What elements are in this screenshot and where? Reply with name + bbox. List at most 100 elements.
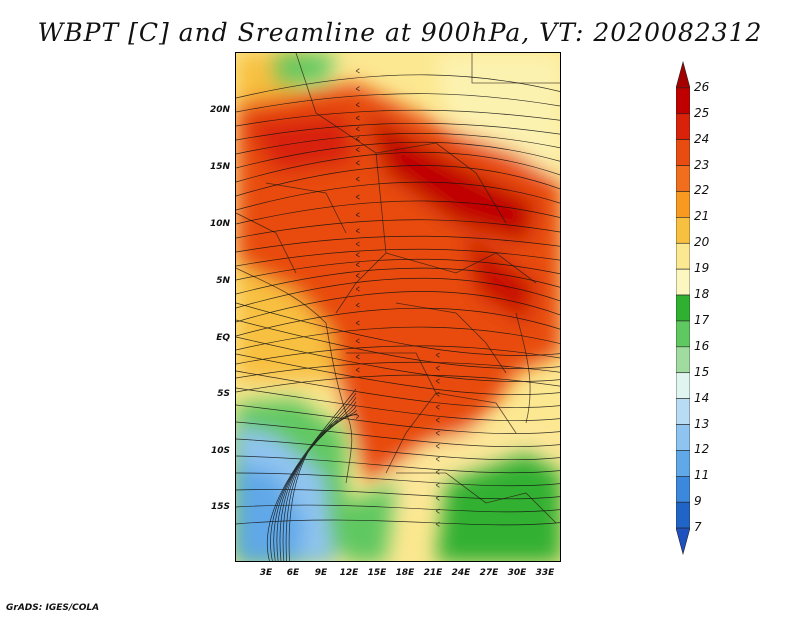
- lon-label-18e: 18E: [395, 568, 415, 578]
- colorbar-segment: [676, 268, 690, 296]
- colorbar-label: 22: [694, 183, 710, 198]
- lon-label-15e: 15E: [367, 568, 387, 578]
- streamline-arrow: [355, 147, 360, 153]
- colorbar-segment: [676, 501, 690, 529]
- streamline: [236, 151, 560, 183]
- streamline: [236, 132, 560, 155]
- streamline: [236, 248, 560, 267]
- lon-label-21e: 21E: [423, 568, 443, 578]
- streamline: [279, 405, 357, 561]
- streamline-arrow: [435, 430, 440, 436]
- grads-credit: GrADS: IGES/COLA: [6, 603, 100, 613]
- lat-label-5n: 5N: [216, 276, 230, 286]
- streamline: [236, 109, 560, 127]
- streamline: [236, 258, 560, 281]
- streamline: [236, 235, 560, 253]
- streamline-arrow: [435, 443, 440, 449]
- colorbar-label: 11: [694, 468, 710, 483]
- streamline-arrow: [435, 521, 440, 527]
- colorbar-segment: [676, 217, 690, 244]
- lon-label-27e: 27E: [479, 568, 499, 578]
- streamline: [236, 302, 560, 356]
- streamline-arrow: [355, 136, 360, 142]
- lat-label-10s: 10S: [210, 446, 230, 456]
- map-title: WBPT [C] and Sreamline at 900hPa, VT: 20…: [37, 18, 763, 47]
- streamline-arrow: [355, 126, 360, 132]
- streamline-arrow: [435, 508, 440, 514]
- streamline-arrow: [355, 228, 360, 234]
- lon-label-33e: 33E: [535, 568, 555, 578]
- streamline: [282, 409, 357, 561]
- lat-label-5s: 5S: [217, 389, 230, 399]
- wbpt-streamline-map: [236, 53, 560, 561]
- colorbar-segment: [676, 191, 690, 218]
- streamline-arrow: [355, 252, 360, 258]
- streamline: [236, 319, 560, 369]
- colorbar-label: 14: [694, 390, 710, 405]
- streamline: [236, 74, 560, 99]
- streamline: [236, 345, 560, 365]
- streamline-arrow: [435, 495, 440, 501]
- streamline: [288, 414, 359, 561]
- colorbar-segment: [676, 294, 690, 322]
- streamline-arrow: [435, 352, 440, 358]
- lon-label-24e: 24E: [451, 568, 471, 578]
- colorbar-segment: [676, 320, 690, 348]
- streamline: [236, 181, 560, 211]
- streamline: [236, 219, 560, 239]
- colorbar-segment: [676, 242, 690, 270]
- streamline: [236, 277, 560, 309]
- streamline: [236, 122, 560, 141]
- colorbar-segment: [676, 60, 690, 89]
- streamline-arrow: [355, 302, 360, 308]
- streamline: [236, 141, 560, 169]
- colorbar-label: 13: [694, 416, 710, 431]
- colorbar-segment: [676, 87, 690, 115]
- streamline-arrow: [355, 338, 360, 344]
- colorbar-segment: [676, 346, 690, 374]
- colorbar-label: 26: [694, 79, 710, 94]
- streamline: [236, 326, 560, 351]
- streamline-arrow: [355, 273, 360, 278]
- streamline: [236, 336, 560, 382]
- streamline: [236, 438, 560, 461]
- streamline: [236, 200, 560, 225]
- colorbar-label: 16: [694, 338, 710, 353]
- colorbar-label: 23: [694, 157, 710, 172]
- streamline-arrow: [355, 262, 360, 268]
- streamline: [236, 421, 560, 448]
- colorbar-label: 18: [694, 287, 710, 302]
- streamline: [236, 361, 560, 379]
- colorbar-segment: [676, 165, 690, 192]
- streamline-arrow: [355, 367, 360, 373]
- streamline: [236, 267, 560, 295]
- colorbar-segment: [676, 398, 690, 425]
- colorbar-label: 12: [694, 442, 710, 457]
- streamline-arrow: [435, 391, 440, 397]
- streamline: [236, 455, 560, 474]
- streamline-arrow: [435, 456, 440, 462]
- colorbar-label: 15: [694, 364, 710, 379]
- colorbar-segment: [676, 527, 690, 556]
- streamlines: [236, 68, 560, 561]
- streamline: [285, 413, 358, 561]
- streamline-arrow: [355, 194, 360, 200]
- streamline-arrow: [435, 378, 440, 384]
- lon-label-6e: 6E: [286, 568, 300, 578]
- streamline: [236, 489, 560, 500]
- colorbar-segment: [676, 113, 690, 140]
- streamline-arrow: [355, 241, 360, 247]
- streamline-arrow: [435, 404, 440, 410]
- streamline: [236, 374, 560, 393]
- colorbar-label: 20: [694, 235, 710, 250]
- streamline-arrow: [355, 212, 360, 218]
- streamline: [267, 388, 357, 561]
- colorbar-label: 17: [694, 312, 710, 327]
- streamline: [236, 404, 560, 434]
- colorbar-label: 19: [694, 261, 710, 276]
- lat-label-eq: EQ: [216, 333, 230, 343]
- streamline: [236, 387, 560, 421]
- streamline-arrow: [355, 320, 360, 326]
- colorbar-label: 21: [694, 209, 710, 224]
- streamline: [236, 370, 560, 408]
